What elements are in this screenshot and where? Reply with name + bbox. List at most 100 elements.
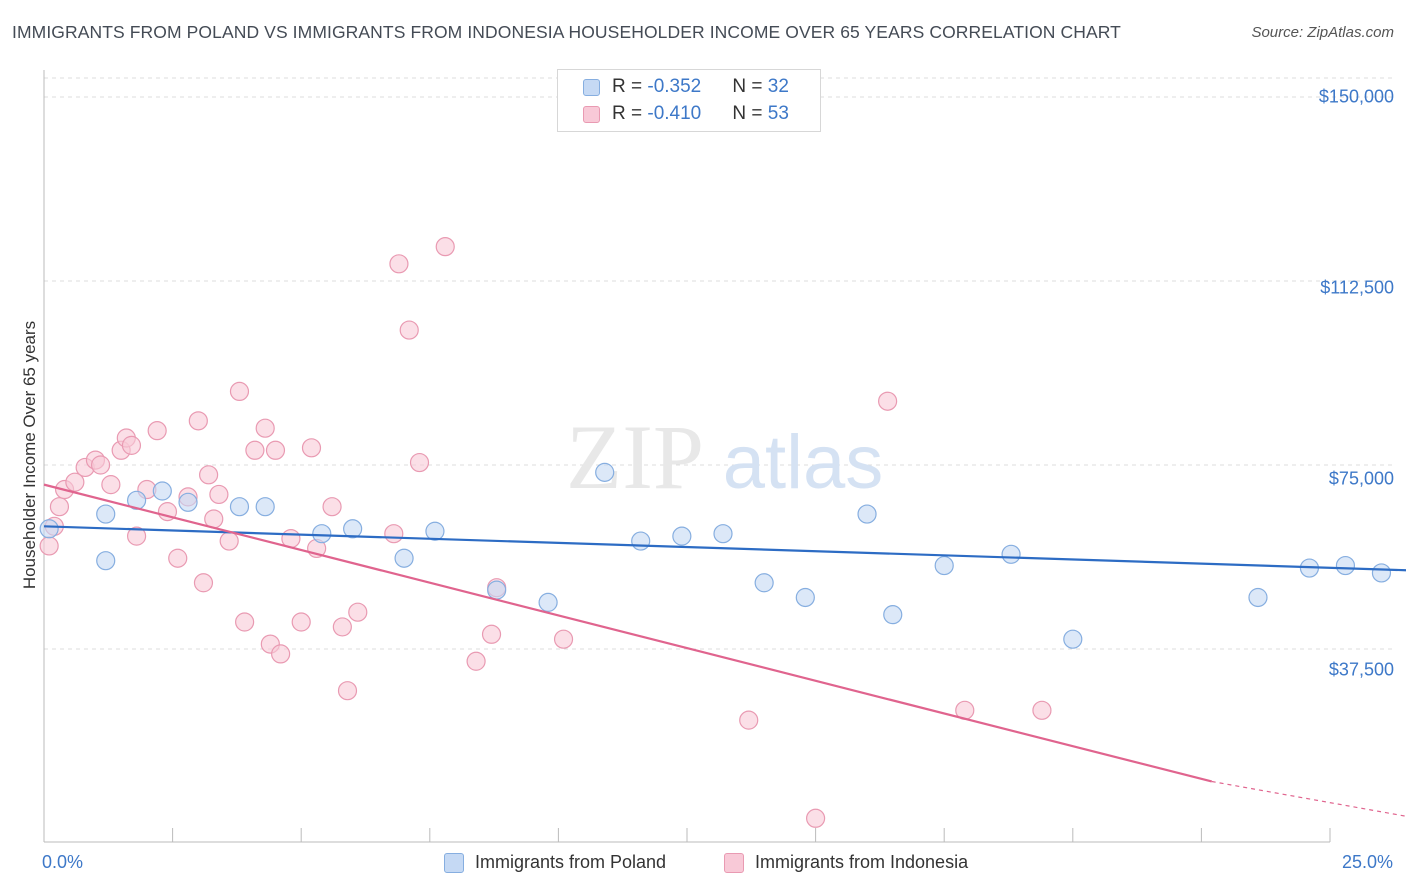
poland-point <box>255 497 275 517</box>
series-legend-poland: Immigrants from Poland <box>444 852 666 873</box>
correlation-legend: R = -0.352 N = 32 R = -0.410 N = 53 <box>557 69 821 132</box>
poland-point <box>152 481 172 501</box>
indonesia-point <box>188 411 208 431</box>
watermark: ZIP atlas <box>566 406 883 508</box>
poland-point <box>487 580 507 600</box>
series-swatch-indonesia <box>724 852 744 873</box>
indonesia-point <box>553 629 574 649</box>
indonesia-point <box>878 391 898 411</box>
poland-point <box>672 526 692 546</box>
watermark-zip: ZIP <box>566 406 704 508</box>
indonesia-point <box>199 465 219 485</box>
y-tick-label-37500: $37,500 <box>1328 659 1394 680</box>
indonesia-point <box>90 455 111 475</box>
y-axis-label: Householder Income Over 65 years <box>20 320 39 590</box>
poland-point <box>857 504 877 524</box>
indonesia-point <box>399 320 419 340</box>
indonesia-point <box>271 644 291 664</box>
legend-n-label: N = <box>732 103 768 124</box>
trend-lines <box>43 483 1406 817</box>
poland-trend-line <box>43 525 1406 572</box>
indonesia-point <box>49 497 70 517</box>
legend-n-label: N = <box>732 76 768 97</box>
series-label-indonesia: Immigrants from Indonesia <box>755 852 969 872</box>
legend-r-value: -0.352 <box>647 76 702 97</box>
source-label: Source: ZipAtlas.com <box>1251 24 1394 41</box>
x-tick-label-min: 0.0% <box>42 852 84 872</box>
y-tick-label-150000: $150,000 <box>1318 86 1394 107</box>
indonesia-point <box>209 484 229 505</box>
indonesia-point <box>409 452 430 473</box>
indonesia-point <box>65 472 85 492</box>
indonesia-point <box>322 497 342 517</box>
indonesia-points <box>39 237 1052 828</box>
indonesia-point <box>291 612 311 632</box>
poland-point <box>1063 629 1083 649</box>
x-tick-label-max: 25.0% <box>1341 852 1393 872</box>
indonesia-point <box>348 602 368 622</box>
poland-point <box>126 490 147 510</box>
indonesia-point <box>265 440 286 460</box>
y-tick-label-75000: $75,000 <box>1328 468 1394 489</box>
poland-point <box>39 519 59 539</box>
poland-point <box>96 504 116 524</box>
indonesia-point <box>39 536 59 556</box>
legend-swatch-indonesia <box>583 105 600 123</box>
indonesia-point <box>435 237 455 257</box>
indonesia-point <box>337 681 358 701</box>
poland-point <box>312 524 332 544</box>
poland-points <box>39 462 1392 649</box>
poland-point <box>96 551 116 571</box>
indonesia-point <box>147 421 167 441</box>
poland-point <box>631 531 651 551</box>
indonesia-point <box>229 381 250 401</box>
legend-row-poland: R = -0.352 N = 32 <box>583 75 789 99</box>
indonesia-point <box>126 526 147 546</box>
series-legend-indonesia: Immigrants from Indonesia <box>724 852 968 873</box>
poland-point <box>229 497 250 517</box>
axes <box>43 70 1331 843</box>
indonesia-point <box>481 624 502 644</box>
legend-r-label: R = <box>612 76 648 97</box>
indonesia-point <box>235 612 255 632</box>
poland-point <box>343 519 363 539</box>
indonesia-point <box>389 254 409 274</box>
indonesia-point <box>193 573 214 593</box>
poland-point <box>1248 587 1268 608</box>
poland-point <box>883 605 903 625</box>
indonesia-point <box>1032 700 1052 720</box>
indonesia-point <box>255 418 275 438</box>
poland-point <box>595 462 615 482</box>
series-swatch-poland <box>444 852 464 873</box>
poland-point <box>795 587 815 608</box>
indonesia-point <box>384 524 404 544</box>
indonesia-point <box>168 548 188 568</box>
poland-point <box>934 555 954 576</box>
indonesia-point <box>245 440 265 460</box>
legend-n-value: 53 <box>767 103 789 124</box>
indonesia-point <box>805 808 826 828</box>
watermark-atlas: atlas <box>723 420 884 505</box>
legend-row-indonesia: R = -0.410 N = 53 <box>583 102 789 126</box>
poland-point <box>1335 555 1356 576</box>
y-tick-label-112500: $112,500 <box>1320 277 1394 298</box>
legend-r-label: R = <box>612 103 648 124</box>
indonesia-trend-extension <box>1211 780 1406 817</box>
poland-point <box>1371 563 1392 583</box>
legend-n-value: 32 <box>767 76 789 97</box>
chart-title: IMMIGRANTS FROM POLAND VS IMMIGRANTS FRO… <box>12 22 1121 42</box>
poland-point <box>754 573 774 593</box>
indonesia-point <box>332 617 352 637</box>
poland-point <box>178 492 198 512</box>
poland-point <box>713 524 733 544</box>
poland-point <box>1001 544 1021 564</box>
indonesia-trend-line <box>43 483 1212 783</box>
indonesia-point <box>739 710 759 730</box>
indonesia-point <box>121 435 142 455</box>
legend-swatch-poland <box>583 78 600 96</box>
poland-point <box>425 521 445 541</box>
legend-r-value: -0.410 <box>647 103 702 124</box>
indonesia-point <box>219 531 239 551</box>
series-label-poland: Immigrants from Poland <box>475 852 667 872</box>
